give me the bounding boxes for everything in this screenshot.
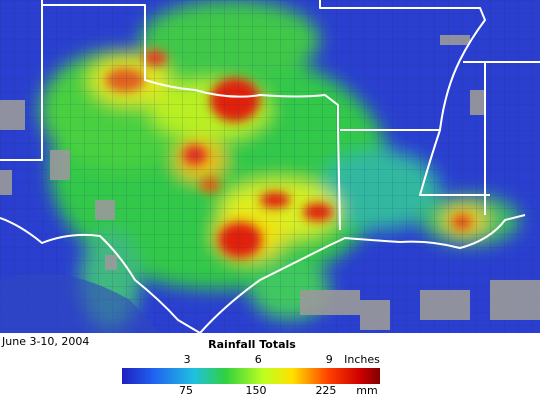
mm-tick-label: 75 — [179, 384, 193, 397]
inch-unit: Inches — [344, 353, 380, 366]
rainfall-map — [0, 0, 540, 333]
mm-unit: mm — [356, 384, 377, 397]
color-scale — [122, 368, 380, 384]
inch-tick-label: 9 — [326, 353, 333, 366]
mm-tick-label: 150 — [245, 384, 266, 397]
mm-tick-label: 225 — [315, 384, 336, 397]
inch-tick-label: 3 — [184, 353, 191, 366]
legend-title: Rainfall Totals — [208, 338, 296, 351]
inch-tick-label: 6 — [255, 353, 262, 366]
date-label: June 3-10, 2004 — [1, 335, 89, 348]
